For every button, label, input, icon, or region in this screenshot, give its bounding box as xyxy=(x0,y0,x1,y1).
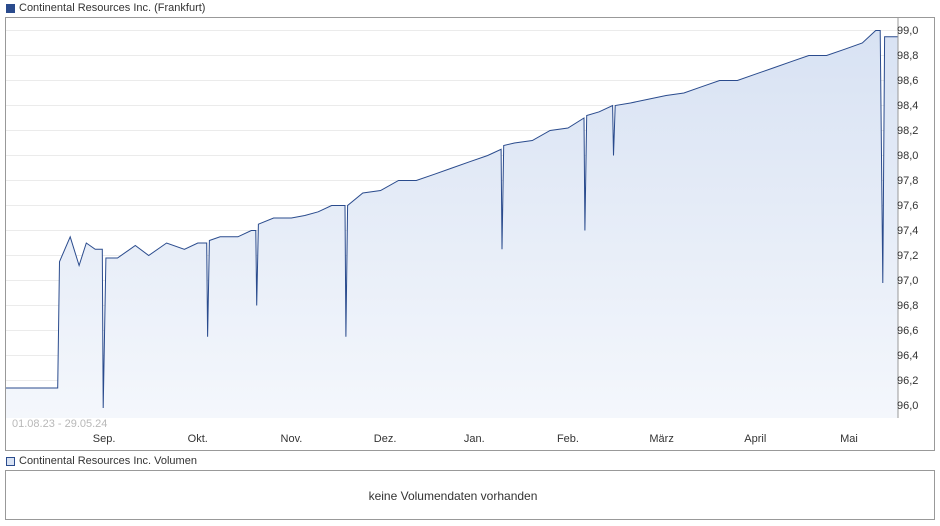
price-y-axis-labels: 96,0 96,2 96,4 96,6 96,8 97,0 97,2 97,4 97,6 97,8… xyxy=(897,18,931,418)
y-tick-label: 98,4 xyxy=(897,100,918,112)
price-legend-label: Continental Resources Inc. (Frankfurt) xyxy=(19,2,205,14)
x-tick-label: April xyxy=(744,433,766,445)
x-tick-label: Nov. xyxy=(281,433,303,445)
volume-chart-header: Continental Resources Inc. Volumen xyxy=(6,455,197,467)
y-tick-label: 97,4 xyxy=(897,225,918,237)
y-tick-label: 98,6 xyxy=(897,75,918,87)
x-tick-label: Jan. xyxy=(464,433,485,445)
x-tick-label: Sep. xyxy=(93,433,116,445)
x-tick-label: März xyxy=(649,433,673,445)
y-tick-label: 97,0 xyxy=(897,275,918,287)
y-tick-label: 98,8 xyxy=(897,50,918,62)
price-chart-header: Continental Resources Inc. (Frankfurt) xyxy=(6,2,205,14)
y-tick-label: 96,0 xyxy=(897,400,918,412)
x-tick-label: Okt. xyxy=(188,433,208,445)
x-tick-label: Dez. xyxy=(374,433,397,445)
date-range-label: 01.08.23 - 29.05.24 xyxy=(12,418,107,430)
y-tick-label: 97,2 xyxy=(897,250,918,262)
volume-empty-message: keine Volumendaten vorhanden xyxy=(6,489,900,503)
y-tick-label: 99,0 xyxy=(897,25,918,37)
y-tick-label: 97,6 xyxy=(897,200,918,212)
y-tick-label: 96,8 xyxy=(897,300,918,312)
y-tick-label: 98,0 xyxy=(897,150,918,162)
price-x-axis-labels: Sep. Okt. Nov. Dez. Jan. Feb. März April Mai xyxy=(6,433,900,447)
y-tick-label: 96,4 xyxy=(897,350,918,362)
price-chart-panel: 96,0 96,2 96,4 96,6 96,8 97,0 97,2 97,4 97,6 97,8… xyxy=(5,17,935,451)
y-tick-label: 96,6 xyxy=(897,325,918,337)
y-tick-label: 97,8 xyxy=(897,175,918,187)
price-legend-swatch xyxy=(6,4,15,13)
x-tick-label: Mai xyxy=(840,433,858,445)
x-tick-label: Feb. xyxy=(557,433,579,445)
volume-legend-swatch xyxy=(6,457,15,466)
y-tick-label: 98,2 xyxy=(897,125,918,137)
volume-legend-label: Continental Resources Inc. Volumen xyxy=(19,455,197,467)
price-chart-svg xyxy=(6,18,936,452)
volume-chart-panel: keine Volumendaten vorhanden xyxy=(5,470,935,520)
y-tick-label: 96,2 xyxy=(897,375,918,387)
